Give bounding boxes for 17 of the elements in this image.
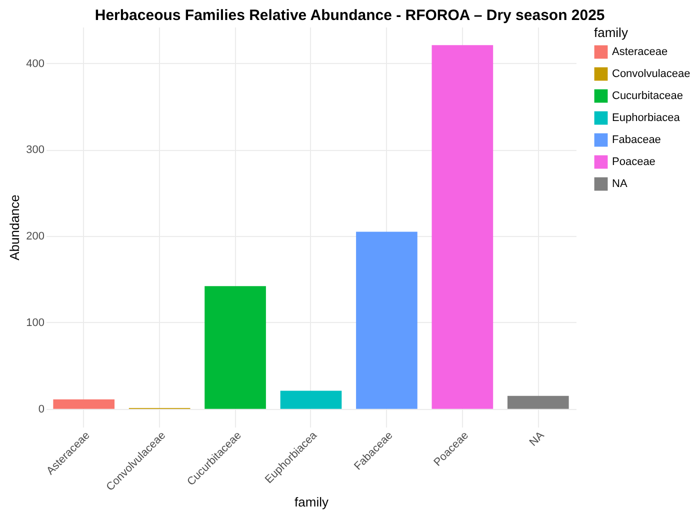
- y-axis-title: Abundance: [7, 194, 22, 260]
- y-tick-label: 100: [26, 316, 44, 329]
- y-tick-label: 200: [26, 230, 44, 243]
- y-tick-label: 400: [26, 58, 44, 70]
- chart-title: Herbaceous Families Relative Abundance - RFOROA – Dry season 2025: [94, 7, 605, 24]
- legend-label: Convolvulaceae: [612, 68, 690, 80]
- legend-label: Poaceae: [612, 156, 656, 168]
- legend-label: Cucurbitaceae: [612, 90, 683, 102]
- legend-label: Euphorbiacea: [612, 112, 681, 124]
- x-tick-label: NA: [527, 429, 548, 449]
- y-tick-label: 0: [38, 403, 44, 416]
- y-tick-label: 300: [26, 144, 44, 156]
- x-axis-title: family: [294, 494, 329, 510]
- legend-label: NA: [612, 178, 628, 190]
- legend-label: Fabaceae: [612, 134, 661, 146]
- legend-label: Asteraceae: [612, 46, 668, 58]
- legend-title: family: [594, 25, 628, 40]
